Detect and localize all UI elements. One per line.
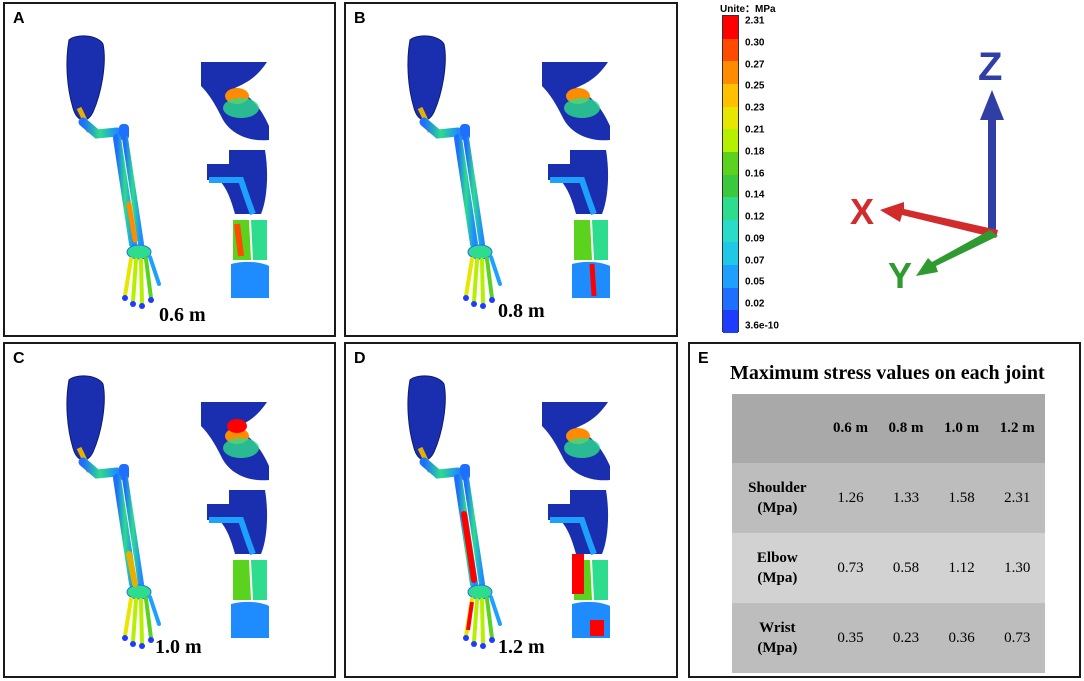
panel-label: A [13,10,25,27]
legend-tick-label: 0.16 [745,168,765,179]
column-header: 1.2 m [999,420,1035,436]
y-axis-arrow [916,230,998,276]
joint-name: Shoulder [748,480,807,496]
z-axis-label: Z [978,45,1002,89]
height-label: 0.6 m [159,304,206,326]
table-cell: 0.73 [837,559,864,576]
table-header-row: 0.6 m 0.8 m 1.0 m 1.2 m [732,394,1045,463]
legend-color-band [723,129,738,153]
table-row: Wrist (Mpa) 0.35 0.23 0.36 0.73 [732,603,1045,673]
table-cell: 0.23 [892,629,920,646]
height-label: 0.8 m [498,300,545,322]
legend-tick-label: 0.21 [745,124,765,136]
legend-color-band [723,38,738,62]
legend-color-band [723,310,738,334]
legend-tick-label: 0.12 [745,211,765,223]
arm-model-figure [346,344,680,680]
table-row: Shoulder (Mpa) 1.26 1.33 1.58 2.31 [732,463,1045,533]
table-cell: 1.26 [837,489,864,506]
legend-color-band [723,287,738,311]
legend-tick-label: 0.23 [745,102,765,114]
column-header: 1.0 m [944,420,980,436]
x-axis-arrow [880,202,998,238]
table-cell: 1.33 [892,489,920,506]
table-cell: 1.12 [948,559,975,576]
legend-tick-label: 0.30 [745,37,765,49]
panel-label: D [354,350,366,367]
height-label: 1.2 m [498,636,545,658]
max-stress-table: 0.6 m 0.8 m 1.0 m 1.2 m Shoulder (Mpa) 1.… [732,394,1045,673]
table-cell: 1.30 [1004,559,1031,576]
table-cell: 2.31 [1004,489,1031,506]
arm-model-figure [5,344,338,680]
column-header: 0.8 m [888,420,924,436]
table-cell: 0.73 [1004,629,1031,646]
legend-color-band [723,265,738,289]
column-header: 0.6 m [832,420,868,436]
joint-unit: (Mpa) [757,570,798,586]
legend-color-band [723,197,738,221]
panel-label: C [13,350,25,367]
legend-tick-label: 0.27 [745,59,765,71]
height-label: 1.0 m [155,636,202,658]
arm-model-figure [346,4,680,339]
legend-tick-label: 3.6e-10 [745,320,779,332]
table-title: Maximum stress values on each joint [730,362,1045,384]
column-header [732,394,823,463]
legend-tick-label: 0.05 [745,276,765,288]
legend-tick-label: 0.09 [745,233,765,245]
panel-d: D 1.2 m [344,342,678,678]
table-cell: 0.35 [837,629,864,646]
legend-tick-label: 0.07 [745,255,765,267]
legend-color-band [723,61,738,85]
legend-color-band [723,219,738,243]
legend-tick-label: 0.18 [745,146,765,158]
panel-a: A 0.6 m [3,2,336,337]
legend-color-band [723,151,738,175]
panel-label: B [354,10,366,27]
row-header: Elbow (Mpa) [732,533,823,603]
row-header: Shoulder (Mpa) [732,463,823,533]
legend-tick-label: 0.14 [745,189,765,201]
y-axis-label: Y [888,255,912,296]
arm-model-figure [5,4,338,339]
legend-color-band [723,242,738,266]
panel-e: E Maximum stress values on each joint 0.… [688,342,1081,678]
table-row: Elbow (Mpa) 0.73 0.58 1.12 1.30 [732,533,1045,603]
panel-c: C 1.0 m [3,342,336,678]
legend-tick-label: 2.31 [745,15,765,27]
stress-color-legend: Unite：MPa 2.31 0.30 0.27 0.25 0.23 0.21 0.18 0.… [700,0,810,340]
joint-name: Elbow [756,550,798,566]
joint-unit: (Mpa) [757,640,798,656]
joint-name: Wrist [759,620,796,636]
legend-color-band [723,83,738,108]
legend-color-band [723,16,738,40]
legend-color-bar [722,15,739,334]
x-axis-label: X [850,191,874,232]
axes-triad: Z X Y [850,45,1004,296]
panel-label: E [698,350,709,367]
legend-color-band [723,174,738,198]
legend-tick-label: 0.25 [745,80,765,92]
legend-tick-label: 0.02 [745,298,765,310]
legend-color-band [723,106,738,130]
table-cell: 1.58 [948,489,975,506]
joint-unit: (Mpa) [757,500,798,516]
z-axis-arrow [980,90,1004,235]
row-header: Wrist (Mpa) [732,603,823,673]
panel-b: B 0.8 m [344,2,678,337]
table-cell: 0.36 [948,629,975,646]
table-cell: 0.58 [892,559,920,576]
legend-title: Unite：MPa [720,4,776,15]
